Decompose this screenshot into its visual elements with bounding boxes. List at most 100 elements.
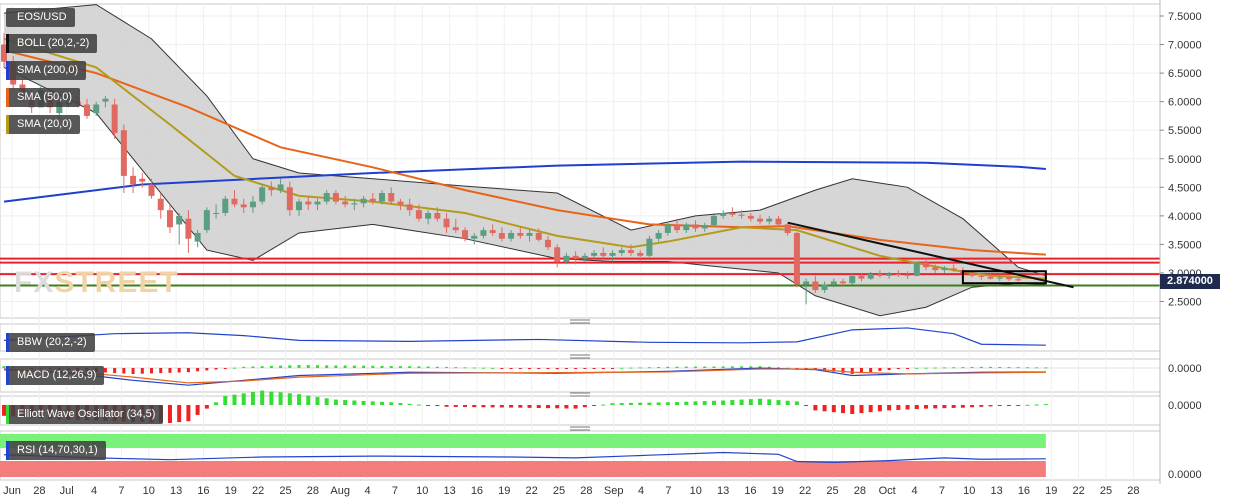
macd-histogram-bar xyxy=(952,367,956,369)
candle-body xyxy=(360,198,367,204)
candle-body xyxy=(249,201,256,208)
macd-histogram-bar xyxy=(491,367,495,369)
candle-body xyxy=(830,281,837,285)
bbw-legend-text: BBW (20,2,-2) xyxy=(17,336,87,348)
x-tick-label: 25 xyxy=(553,485,565,497)
ewo-bar xyxy=(306,395,311,405)
x-tick-label: 7 xyxy=(665,485,671,497)
ewo-bar xyxy=(970,405,975,408)
rsi-legend[interactable]: RSI (14,70,30,1) xyxy=(6,441,106,460)
candle-body xyxy=(471,235,478,239)
candle-body xyxy=(784,224,791,233)
ewo-bar xyxy=(610,403,615,405)
x-tick-label: 19 xyxy=(772,485,784,497)
macd-histogram-bar xyxy=(555,368,559,370)
macd-histogram-bar xyxy=(933,367,937,369)
bbw-legend[interactable]: BBW (20,2,-2) xyxy=(6,333,95,352)
ewo-legend[interactable]: Elliott Wave Oscillator (34,5) xyxy=(6,405,164,424)
candle-body xyxy=(480,230,487,236)
macd-histogram-bar xyxy=(611,368,615,369)
candle-body xyxy=(581,255,588,259)
ewo-bar xyxy=(582,405,587,408)
ewo-bar xyxy=(463,405,467,408)
sma20-swatch xyxy=(6,115,9,134)
candle-body xyxy=(102,98,109,102)
ewo-bar xyxy=(223,396,228,405)
candle-body xyxy=(591,252,598,256)
macd-histogram-bar xyxy=(269,365,273,368)
sma200-legend[interactable]: SMA (200,0) xyxy=(6,61,87,80)
macd-histogram-bar xyxy=(564,368,568,369)
ewo-bar xyxy=(619,403,624,405)
ewo-bar xyxy=(435,405,440,407)
sma50-legend-text: SMA (50,0) xyxy=(17,91,73,103)
candle-body xyxy=(572,255,579,259)
ewo-bar xyxy=(997,405,1002,406)
ewo-bar xyxy=(794,401,799,405)
macd-histogram-bar xyxy=(979,366,983,368)
bollinger-legend[interactable]: BOLL (20,2,-2) xyxy=(6,34,98,53)
ewo-bar xyxy=(988,405,993,407)
x-tick-label: 10 xyxy=(690,485,702,497)
sma200-swatch xyxy=(6,61,9,80)
symbol-text: EOS/USD xyxy=(17,11,67,23)
macd-histogram-bar xyxy=(989,366,993,368)
macd-histogram-bar xyxy=(749,366,753,368)
watermark-street: STREET xyxy=(54,266,179,299)
macd-histogram-bar xyxy=(638,367,642,369)
candle-body xyxy=(120,130,127,176)
candle-body xyxy=(213,212,220,214)
ewo-bar xyxy=(555,405,560,409)
x-tick-label: 25 xyxy=(279,485,291,497)
oscillator-tick-label: 0.0000 xyxy=(1168,363,1202,375)
ewo-bar xyxy=(167,405,172,423)
macd-histogram-bar xyxy=(186,368,190,373)
ewo-bar xyxy=(721,400,726,405)
macd-histogram-bar xyxy=(343,365,347,368)
ewo-bar xyxy=(638,402,643,405)
ewo-bar xyxy=(352,400,357,405)
x-tick-label: 10 xyxy=(416,485,428,497)
rsi-overbought-band xyxy=(0,434,1046,448)
macd-histogram-bar xyxy=(159,368,163,374)
candle-body xyxy=(858,275,865,279)
ewo-bar xyxy=(628,402,633,405)
macd-histogram-bar xyxy=(131,368,135,374)
sma50-legend[interactable]: SMA (50,0) xyxy=(6,88,81,107)
ewo-bar xyxy=(509,405,514,408)
macd-legend[interactable]: MACD (12,26,9) xyxy=(6,366,105,385)
macd-histogram-bar xyxy=(103,368,107,373)
symbol-label[interactable]: EOS/USD xyxy=(6,8,75,27)
ewo-bar xyxy=(315,396,320,405)
candle-body xyxy=(655,232,662,239)
ewo-bar xyxy=(204,405,209,409)
macd-histogram-bar xyxy=(2,366,6,368)
y-tick-label: 4.0000 xyxy=(1168,211,1202,223)
ewo-bar xyxy=(887,405,892,411)
ewo-bar xyxy=(214,402,219,405)
candle-body xyxy=(969,272,976,276)
candle-body xyxy=(203,210,210,231)
ewo-bar xyxy=(545,405,550,409)
candle-body xyxy=(978,275,985,277)
ewo-bar xyxy=(905,405,910,410)
trendline-and-box[interactable] xyxy=(787,221,1074,289)
oscillator-tick-label: 0.0000 xyxy=(1168,469,1202,481)
sma20-legend-text: SMA (20,0) xyxy=(17,118,73,130)
candle-body xyxy=(812,281,819,291)
ewo-bar xyxy=(758,398,763,405)
candle-body xyxy=(314,201,321,205)
candle-body xyxy=(517,232,524,236)
bollinger-swatch xyxy=(6,34,9,53)
macd-histogram-bar xyxy=(740,366,744,368)
x-tick-label: Aug xyxy=(330,485,350,497)
sma200-legend-text: SMA (200,0) xyxy=(17,64,79,76)
ewo-bar xyxy=(831,405,836,413)
macd-histogram-bar xyxy=(214,368,218,370)
axes: 7.5000 7.0000 6.5000 6.0000 5.5000 5.0000 4.50… xyxy=(3,0,1202,497)
sma20-legend[interactable]: SMA (20,0) xyxy=(6,115,81,134)
candle-body xyxy=(406,204,413,211)
macd-histogram-bar xyxy=(841,368,845,373)
ewo-bar xyxy=(1043,404,1048,406)
